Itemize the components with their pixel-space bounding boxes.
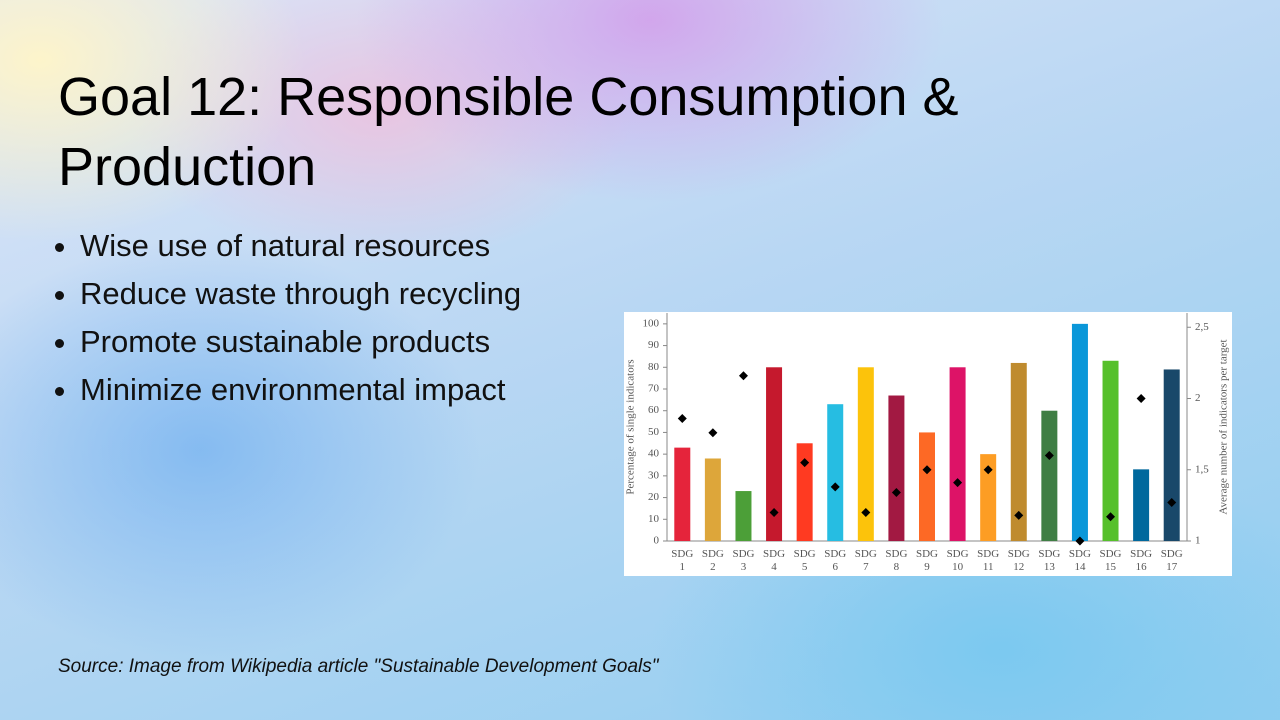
bar [1163, 369, 1180, 541]
y-tick-label: 40 [648, 448, 660, 460]
bullet: Reduce waste through recycling [80, 270, 521, 318]
x-tick-label: SDG 13 [1038, 548, 1061, 573]
y-tick-label: 100 [643, 317, 660, 329]
chart: 0 10 20 30 40 50 60 70 80 90 100 1 1,5 2 2,5 Percentage… [624, 312, 1232, 576]
x-tick-label: SDG 14 [1068, 548, 1091, 573]
x-tick-label: SDG 5 [793, 548, 816, 573]
diamond-marker [738, 371, 748, 381]
x-tick-label: SDG 12 [1007, 548, 1030, 573]
diamond-marker [677, 413, 687, 423]
bullet: Minimize environmental impact [80, 366, 521, 414]
bar [1071, 323, 1088, 541]
y-tick-label: 60 [648, 404, 660, 416]
bar [1102, 360, 1119, 541]
x-tick-label: SDG 9 [915, 548, 938, 573]
x-tick-label: SDG 6 [824, 548, 847, 573]
x-tick-label: SDG 4 [763, 548, 786, 573]
diamond-marker [1136, 394, 1146, 403]
bar [888, 395, 905, 541]
bar [949, 367, 966, 541]
diamond-marker [891, 488, 901, 498]
y2-tick-label: 2,5 [1195, 321, 1209, 333]
y-tick-label: 80 [648, 361, 660, 373]
x-tick-label: SDG 10 [946, 548, 969, 573]
diamond-marker [769, 508, 779, 517]
diamond-marker [830, 482, 840, 492]
bullet-list: Wise use of natural resourcesReduce wast… [58, 222, 521, 414]
chart-svg: 0 10 20 30 40 50 60 70 80 90 100 1 1,5 2 2,5 Percentage… [625, 313, 1230, 547]
bar [980, 454, 997, 541]
bar [827, 404, 844, 541]
y-tick-label: 90 [648, 339, 660, 351]
bar [1041, 410, 1058, 541]
y-tick-label: 10 [648, 513, 660, 525]
bar [1133, 469, 1150, 541]
x-tick-label: SDG 2 [701, 548, 724, 573]
diamond-marker [983, 465, 993, 475]
y-tick-label: 70 [648, 383, 660, 395]
bar [1010, 362, 1027, 541]
y-tick-label: 30 [648, 469, 660, 481]
x-tick-label: SDG 8 [885, 548, 908, 573]
bar [919, 432, 935, 541]
bar [735, 491, 752, 541]
diamond-marker [1044, 451, 1054, 460]
bar [704, 458, 721, 541]
bullet: Wise use of natural resources [80, 222, 521, 270]
x-tick-label: SDG 7 [854, 548, 877, 573]
diamond-marker [861, 508, 871, 517]
bullet: Promote sustainable products [80, 318, 521, 366]
bar [766, 367, 783, 541]
diamond-marker [922, 465, 932, 475]
y-axis-title: Percentage of single indicators [625, 359, 637, 494]
diamond-marker [708, 428, 718, 438]
bar [674, 447, 691, 541]
y-tick-label: 20 [648, 491, 660, 503]
diamond-marker [1167, 498, 1177, 508]
y2-tick-label: 2 [1195, 392, 1201, 404]
diamond-marker [1106, 512, 1116, 522]
bar [857, 367, 874, 541]
diamond-marker [1075, 536, 1085, 546]
source-note: Source: Image from Wikipedia article "Su… [58, 656, 659, 677]
diamond-marker [953, 478, 963, 488]
x-tick-label: SDG 11 [977, 548, 1000, 573]
x-tick-label: SDG 17 [1160, 548, 1183, 573]
x-tick-label: SDG 3 [732, 548, 755, 573]
bar [796, 443, 813, 541]
y2-tick-label: 1,5 [1195, 463, 1209, 475]
x-tick-label: SDG 1 [671, 548, 694, 573]
y-tick-label: 0 [654, 535, 660, 547]
slide-title: Goal 12: Responsible Consumption & Produ… [58, 67, 959, 197]
x-tick-label: SDG 16 [1130, 548, 1153, 573]
x-tick-label: SDG 15 [1099, 548, 1122, 573]
y2-tick-label: 1 [1195, 535, 1201, 547]
y2-axis-title: Average number of indicators per target [1218, 339, 1230, 514]
y-tick-label: 50 [648, 426, 660, 438]
diamond-marker [800, 458, 810, 468]
